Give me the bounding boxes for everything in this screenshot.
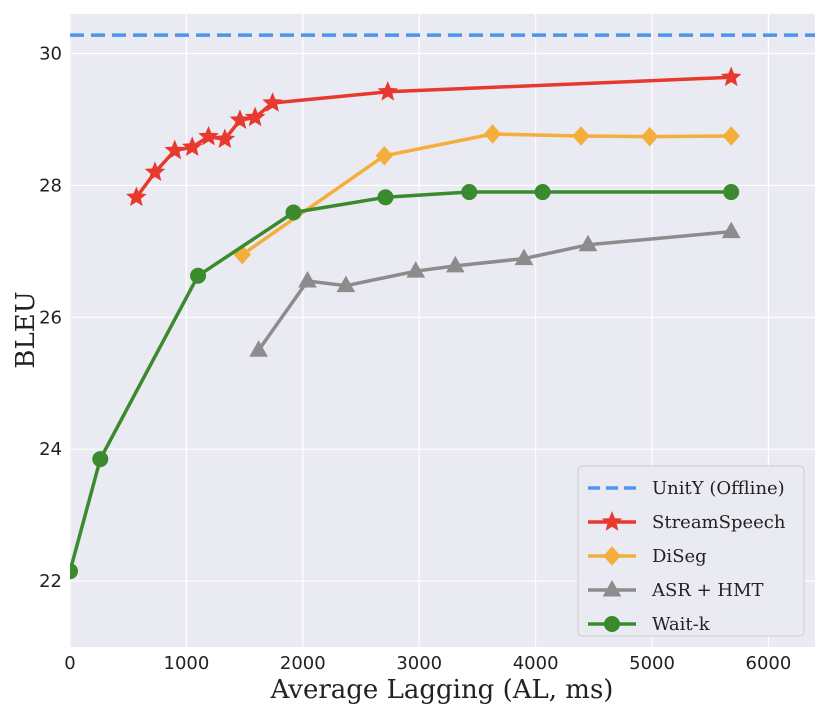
data-point-streamspeech	[126, 186, 147, 207]
data-point-wait-k	[70, 563, 78, 580]
y-tick-label: 30	[39, 44, 62, 65]
data-point-asr-hmt	[336, 275, 356, 293]
data-point-streamspeech	[720, 66, 742, 87]
x-tick-label: 6000	[746, 653, 792, 674]
legend-label-asr-hmt: ASR + HMT	[651, 580, 764, 601]
data-point-wait-k	[723, 184, 740, 201]
data-point-diseg	[375, 146, 393, 166]
data-point-diseg	[641, 126, 659, 147]
data-point-diseg	[483, 124, 502, 144]
y-tick-label: 26	[39, 307, 62, 328]
series-asr-hmt	[249, 221, 741, 357]
data-point-streamspeech	[198, 125, 219, 146]
legend-entry-streamspeech: StreamSpeech	[588, 511, 786, 533]
data-point-asr-hmt	[298, 271, 317, 288]
y-tick-label: 22	[39, 571, 62, 592]
series-line-asr-hmt	[257, 229, 732, 352]
legend-marker-asr-hmt	[602, 579, 622, 597]
legend-marker-diseg	[603, 546, 621, 566]
data-point-asr-hmt	[578, 234, 598, 252]
x-tick-label: 3000	[396, 653, 442, 674]
legend-label-wait-k: Wait-k	[652, 614, 711, 635]
x-tick-label: 5000	[629, 653, 675, 674]
data-point-streamspeech	[214, 128, 236, 149]
x-axis-label: Average Lagging (AL, ms)	[270, 675, 614, 705]
x-tick-label: 2000	[280, 653, 326, 674]
series-diseg	[233, 124, 740, 265]
y-tick-label: 24	[39, 439, 62, 460]
legend-entry-diseg: DiSeg	[588, 546, 707, 567]
x-tick-labels: 0 1000 2000 3000 4000 5000 6000	[64, 653, 791, 674]
legend-marker-streamspeech	[601, 511, 623, 531]
data-point-wait-k	[190, 267, 207, 284]
grid	[69, 14, 815, 647]
y-tick-labels: 22 24 26 28 30	[39, 44, 62, 593]
data-point-streamspeech	[229, 109, 251, 129]
series-streamspeech	[126, 66, 742, 207]
data-point-wait-k	[285, 204, 302, 221]
data-point-streamspeech	[181, 136, 203, 156]
data-point-wait-k	[461, 184, 478, 201]
data-point-streamspeech	[262, 92, 283, 112]
data-point-streamspeech	[164, 139, 186, 160]
legend-marker-wait-k	[604, 616, 620, 632]
data-point-asr-hmt	[249, 340, 268, 357]
x-tick-label: 1000	[164, 653, 210, 674]
data-point-wait-k	[377, 189, 394, 206]
legend: UnitY (Offline) StreamSpeech DiSeg ASR + HM…	[577, 465, 805, 637]
data-point-asr-hmt	[406, 261, 426, 278]
data-point-asr-hmt	[514, 248, 534, 266]
legend-label-diseg: DiSeg	[652, 546, 707, 567]
data-point-streamspeech	[144, 161, 166, 182]
x-tick-label: 0	[64, 653, 75, 674]
data-point-diseg	[722, 126, 740, 146]
y-tick-label: 28	[39, 175, 62, 196]
data-point-streamspeech	[244, 106, 266, 127]
series-line-diseg	[241, 132, 732, 257]
data-point-wait-k	[534, 184, 551, 201]
x-tick-label: 4000	[513, 653, 559, 674]
series-line-wait-k	[70, 190, 732, 572]
data-point-streamspeech	[377, 80, 399, 101]
series-wait-k	[70, 184, 740, 580]
data-point-asr-hmt	[445, 255, 465, 273]
data-point-diseg	[572, 126, 590, 146]
data-point-asr-hmt	[721, 221, 741, 239]
legend-entries: UnitY (Offline) StreamSpeech DiSeg ASR + HM…	[588, 478, 786, 635]
data-point-wait-k	[92, 451, 109, 468]
legend-label-streamspeech: StreamSpeech	[652, 512, 786, 533]
legend-label-unity-offline: UnitY (Offline)	[652, 478, 785, 499]
legend-box	[577, 465, 805, 637]
legend-entry-asr-hmt: ASR + HMT	[588, 579, 764, 601]
legend-entry-unity-offline: UnitY (Offline)	[588, 478, 785, 499]
y-axis-label: BLEU	[11, 291, 41, 368]
series-layer	[70, 33, 815, 580]
legend-entry-wait-k: Wait-k	[588, 614, 711, 635]
